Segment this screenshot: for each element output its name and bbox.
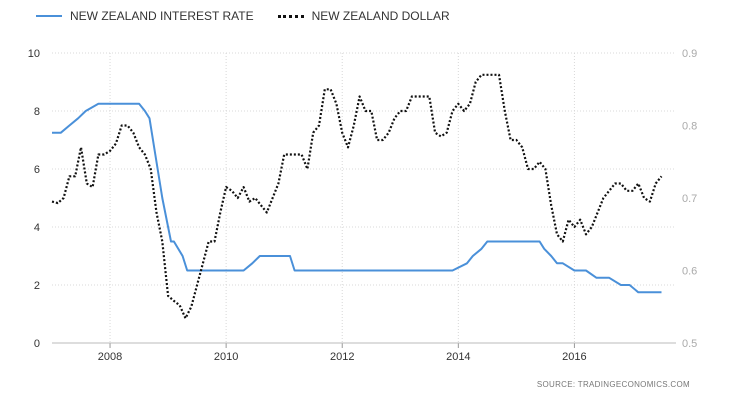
x-tick-label: 2016 bbox=[562, 351, 586, 363]
legend-item-interest-rate[interactable]: NEW ZEALAND INTEREST RATE bbox=[36, 9, 254, 23]
x-tick-label: 2012 bbox=[330, 351, 354, 363]
legend-swatch-dotted-line bbox=[277, 14, 304, 18]
y-right-tick-label: 0.6 bbox=[682, 266, 697, 278]
y-right-tick-label: 0.5 bbox=[682, 338, 697, 350]
chart-legend: NEW ZEALAND INTEREST RATE NEW ZEALAND DO… bbox=[36, 9, 474, 23]
series-line-dollar bbox=[51, 73, 663, 320]
x-tick-label: 2014 bbox=[446, 351, 470, 363]
legend-label-dollar: NEW ZEALAND DOLLAR bbox=[311, 9, 450, 23]
legend-item-dollar[interactable]: NEW ZEALAND DOLLAR bbox=[277, 9, 450, 23]
y-right-tick-label: 0.7 bbox=[682, 193, 697, 205]
y-left-tick-label: 10 bbox=[28, 48, 40, 60]
y-right-tick-label: 0.8 bbox=[682, 121, 697, 133]
source-note: SOURCE: TRADINGECONOMICS.COM bbox=[536, 380, 690, 389]
series-line-interest-rate bbox=[52, 102, 662, 294]
y-left-tick-label: 4 bbox=[34, 222, 40, 234]
legend-label-interest-rate: NEW ZEALAND INTEREST RATE bbox=[70, 9, 254, 23]
x-tick-label: 2010 bbox=[214, 351, 238, 363]
y-left-tick-label: 0 bbox=[34, 338, 40, 350]
y-left-tick-label: 8 bbox=[34, 106, 40, 118]
y-left-tick-label: 6 bbox=[34, 164, 40, 176]
x-tick-label: 2008 bbox=[98, 351, 122, 363]
legend-swatch-solid-line bbox=[36, 15, 62, 17]
y-right-tick-label: 0.9 bbox=[682, 48, 697, 60]
y-left-tick-label: 2 bbox=[34, 280, 40, 292]
